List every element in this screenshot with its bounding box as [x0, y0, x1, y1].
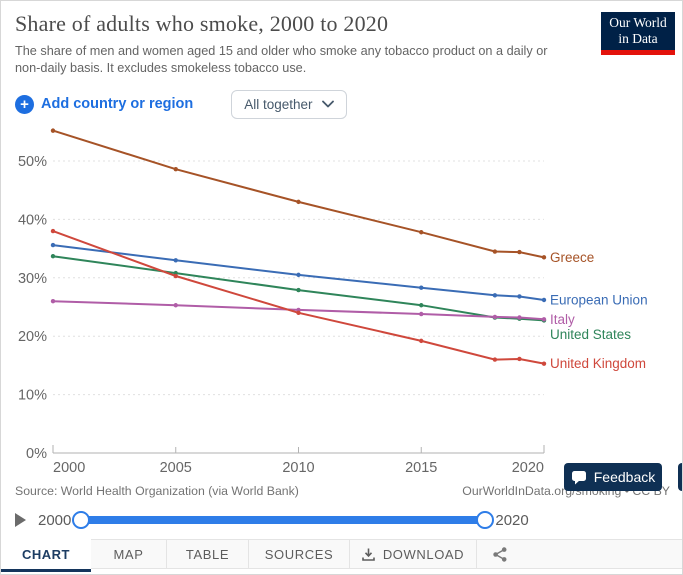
tab-sources[interactable]: SOURCES [249, 539, 350, 569]
tab-download-label: DOWNLOAD [382, 546, 465, 562]
timeline-slider[interactable] [72, 511, 495, 529]
owid-logo: Our World in Data [601, 12, 675, 55]
download-icon [362, 548, 375, 561]
series-label-italy: Italy [550, 312, 575, 327]
y-tick-label-40: 40% [18, 212, 47, 228]
timeline-end-year: 2020 [495, 511, 529, 529]
add-country-label: Add country or region [41, 96, 194, 112]
series-point [50, 253, 56, 259]
series-line-united-kingdom[interactable] [52, 230, 545, 365]
series-point [517, 315, 522, 320]
x-tick-label-2005: 2005 [160, 460, 192, 476]
series-point [173, 258, 178, 263]
speech-bubble-icon [571, 470, 586, 484]
series-label-united-states: United States [550, 327, 631, 342]
timeline-track[interactable] [81, 516, 486, 524]
add-country-button[interactable]: + Add country or region [15, 94, 194, 114]
x-tick-label-2015: 2015 [405, 460, 437, 476]
series-point [50, 298, 56, 304]
x-tick-label-2000: 2000 [53, 460, 85, 476]
x-tick-label-2010: 2010 [282, 460, 314, 476]
entity-mode-dropdown[interactable]: All together [231, 89, 347, 119]
series-point [419, 311, 424, 317]
owid-logo-line2: in Data [618, 31, 658, 46]
timeline-start-year: 2000 [38, 511, 72, 529]
series-point [419, 303, 424, 308]
series-point [50, 128, 56, 133]
tab-table-label: TABLE [185, 546, 230, 562]
feedback-label: Feedback [593, 469, 656, 485]
feedback-button[interactable]: Feedback [564, 463, 662, 491]
chart-area: 0% 10% 20% 30% 40% 50% 2000 2005 2010 2015 2020 Gre… [1, 126, 682, 481]
series-point [173, 166, 178, 172]
tab-chart[interactable]: CHART [1, 539, 91, 572]
series-point [541, 297, 547, 303]
series-point [419, 285, 424, 290]
series-point [492, 293, 498, 298]
chart-subtitle: The share of men and women aged 15 and o… [15, 44, 548, 76]
tab-sources-label: SOURCES [264, 546, 334, 562]
chart-controls: + Add country or region All together [15, 89, 347, 119]
series-point [296, 199, 301, 205]
series-point [517, 294, 522, 299]
tab-share[interactable] [477, 539, 682, 569]
series-point [419, 230, 424, 235]
series-point [50, 228, 56, 234]
series-point [541, 317, 547, 322]
y-tick-label-10: 10% [18, 388, 47, 404]
plus-icon: + [15, 94, 34, 114]
series-label-european-union: European Union [550, 292, 648, 307]
series-point [541, 361, 547, 366]
y-tick-label-20: 20% [18, 329, 47, 345]
tab-table[interactable]: TABLE [167, 539, 249, 569]
series-point [541, 255, 547, 260]
source-text: Source: World Health Organization (via W… [15, 484, 299, 498]
owid-logo-line1: Our World [609, 14, 667, 30]
tab-map[interactable]: MAP [91, 539, 167, 569]
series-point [517, 249, 522, 255]
series-point [50, 242, 56, 248]
share-icon [493, 546, 507, 562]
entity-mode-value: All together [244, 96, 313, 112]
y-tick-label-0: 0% [26, 446, 47, 462]
series-point [296, 272, 301, 278]
tab-chart-label: CHART [22, 546, 70, 562]
play-icon[interactable] [15, 513, 26, 527]
x-tick-label-2020: 2020 [512, 460, 544, 476]
tab-map-label: MAP [113, 546, 144, 562]
chevron-down-icon [321, 100, 334, 108]
series-point [492, 357, 498, 362]
series-point [173, 273, 178, 279]
timeline-control: 2000 2020 [15, 507, 670, 533]
series-point [492, 249, 498, 254]
page-title: Share of adults who smoke, 2000 to 2020 [15, 11, 389, 36]
clipped-button[interactable] [678, 463, 682, 491]
series-line-greece[interactable] [52, 129, 545, 259]
timeline-handle-start[interactable] [72, 511, 91, 529]
y-tick-label-30: 30% [18, 271, 47, 287]
series-point [517, 356, 522, 362]
series-point [296, 310, 301, 316]
tab-download[interactable]: DOWNLOAD [350, 539, 477, 569]
tab-bar: CHART MAP TABLE SOURCES DOWNLOAD [1, 539, 682, 572]
timeline-handle-end[interactable] [476, 511, 495, 529]
series-label-united-kingdom: United Kingdom [550, 356, 646, 371]
series-point [419, 338, 424, 344]
y-tick-label-50: 50% [18, 154, 47, 170]
series-point [296, 287, 301, 293]
series-point [173, 303, 178, 308]
series-point [492, 314, 498, 320]
line-chart-svg: 0% 10% 20% 30% 40% 50% 2000 2005 2010 2015 2020 Gre… [18, 128, 648, 476]
series-label-greece: Greece [550, 250, 594, 265]
